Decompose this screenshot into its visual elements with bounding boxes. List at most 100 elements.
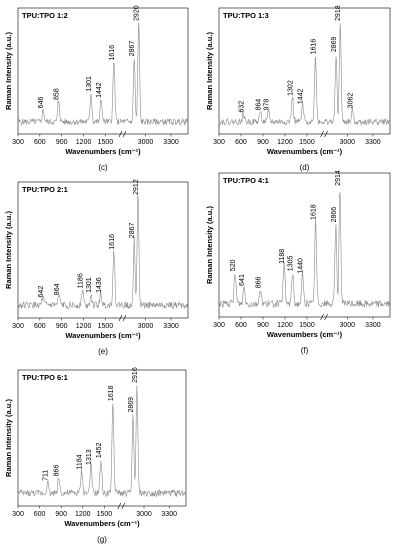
plot-frame — [218, 172, 391, 318]
x-tick-label: 1500 — [97, 511, 113, 518]
x-tick-label: 1500 — [98, 323, 114, 330]
peak-label: 642 — [38, 286, 45, 298]
peak-label: 864 — [54, 283, 61, 295]
x-tick-label: 600 — [34, 323, 46, 330]
spectrum-line — [219, 23, 391, 126]
panel-letter: (d) — [300, 163, 310, 172]
panel-letter: (g) — [97, 535, 107, 544]
x-tick-label: 300 — [213, 139, 225, 146]
x-tick-label: 300 — [12, 139, 24, 146]
x-tick-label: 3000 — [136, 511, 152, 518]
peak-label: 2866 — [331, 207, 338, 223]
peak-label: 2914 — [335, 170, 342, 186]
spectrum-line — [17, 385, 187, 498]
x-tick-label: 3300 — [161, 511, 177, 518]
peak-label: 1442 — [298, 88, 305, 104]
peak-label: 2920 — [134, 5, 141, 21]
panel-letter: (e) — [98, 347, 108, 356]
peak-label: 2867 — [129, 41, 136, 57]
x-tick-label: 1500 — [98, 139, 114, 146]
panel-title: TPU:TPO 2:1 — [22, 185, 68, 194]
y-axis-label: Raman Intensity (a.u.) — [4, 211, 13, 289]
raman-panel-2: 300 600 900 1200 1500 3000 3300 TPU:TPO 2:1 Wave… — [4, 179, 189, 356]
peak-label: 2867 — [129, 223, 136, 239]
peak-label: 1301 — [86, 76, 93, 92]
peak-label: 866 — [54, 465, 61, 477]
peak-label: 2869 — [128, 397, 135, 413]
y-axis-label: Raman Intensity (a.u.) — [4, 32, 13, 110]
x-tick-label: 3300 — [365, 322, 381, 329]
x-tick-label: 900 — [56, 139, 68, 146]
peak-label: 978 — [264, 99, 271, 111]
x-axis-label: Wavenumbers (cm⁻¹) — [64, 519, 140, 528]
peak-label: 1184 — [77, 454, 84, 469]
x-tick-label: 1200 — [277, 322, 293, 329]
x-tick-label: 3000 — [138, 323, 154, 330]
axis-break-mark — [320, 313, 328, 321]
spectrum-line — [17, 194, 189, 310]
x-tick-label: 900 — [56, 323, 68, 330]
x-tick-label: 3300 — [163, 139, 179, 146]
peak-label: 1616 — [109, 234, 116, 250]
peak-label: 520 — [230, 259, 237, 271]
peak-label: 1313 — [86, 449, 93, 465]
peak-label: 1301 — [86, 277, 93, 293]
peak-label: 1452 — [96, 442, 103, 458]
x-axis-label: Wavenumbers (cm⁻¹) — [267, 147, 343, 156]
peak-label: 2918 — [335, 5, 342, 21]
spectrum-line — [17, 22, 189, 126]
peak-label: 2869 — [331, 36, 338, 52]
panel-title: TPU:TPO 1:2 — [22, 11, 68, 20]
peak-label: 1440 — [298, 258, 305, 274]
peak-label: 866 — [255, 276, 262, 288]
x-tick-label: 1500 — [299, 322, 315, 329]
peak-label: 1442 — [96, 82, 103, 98]
axis-break-mark — [117, 502, 126, 510]
axis-break-mark — [320, 130, 328, 138]
panel-letter: (c) — [98, 163, 108, 172]
x-tick-label: 900 — [55, 511, 67, 518]
x-tick-label: 3000 — [138, 139, 154, 146]
peak-label: 1616 — [109, 45, 116, 61]
x-tick-label: 1200 — [277, 139, 293, 146]
peak-label: 646 — [38, 97, 45, 109]
peak-label: 641 — [239, 274, 246, 286]
x-tick-label: 3300 — [163, 323, 179, 330]
peak-label: 1305 — [288, 256, 295, 272]
x-tick-label: 300 — [213, 322, 225, 329]
raman-panel-4: 300 600 900 1200 1500 3000 3300 TPU:TPO 6:1 Wave… — [4, 367, 187, 544]
peak-label: 3062 — [348, 93, 355, 109]
x-tick-label: 300 — [12, 323, 24, 330]
raman-panel-3: 300 600 900 1200 1500 3000 3300 TPU:TPO 4:1 Wave… — [205, 170, 391, 355]
panel-letter: (f) — [301, 346, 309, 355]
plot-frame — [17, 7, 189, 135]
x-tick-label: 900 — [257, 139, 269, 146]
peak-label: 1436 — [96, 277, 103, 293]
x-tick-label: 600 — [34, 511, 46, 518]
x-tick-label: 600 — [34, 139, 46, 146]
x-tick-label: 1200 — [75, 511, 91, 518]
x-tick-label: 1200 — [76, 139, 92, 146]
peak-label: 632 — [238, 101, 245, 113]
plot-frame — [17, 181, 189, 319]
y-axis-label: Raman Intensity (a.u.) — [4, 399, 13, 477]
panel-title: TPU:TPO 4:1 — [223, 176, 269, 185]
x-tick-label: 600 — [235, 139, 247, 146]
y-axis-label: Raman Intensity (a.u.) — [205, 32, 214, 110]
peak-label: 1618 — [108, 385, 115, 401]
y-axis-label: Raman Intensity (a.u.) — [205, 206, 214, 284]
peak-label: 1186 — [78, 273, 85, 288]
spectrum-line — [218, 191, 391, 309]
x-tick-label: 3300 — [365, 139, 381, 146]
x-axis-label: Wavenumbers (cm⁻¹) — [65, 331, 141, 340]
x-axis-label: Wavenumbers (cm⁻¹) — [267, 330, 343, 339]
plot-frame — [17, 369, 187, 507]
peak-label: 1618 — [311, 204, 318, 220]
raman-panel-1: 300 600 900 1200 1500 3000 3300 TPU:TPO 1:3 Wave… — [205, 5, 391, 172]
x-axis-label: Wavenumbers (cm⁻¹) — [65, 147, 141, 156]
peak-label: 1188 — [279, 249, 286, 264]
x-tick-label: 1500 — [299, 139, 315, 146]
x-tick-label: 1200 — [76, 323, 92, 330]
raman-panel-0: 300 600 900 1200 1500 3000 3300 TPU:TPO 1:2 Wave… — [4, 5, 189, 172]
